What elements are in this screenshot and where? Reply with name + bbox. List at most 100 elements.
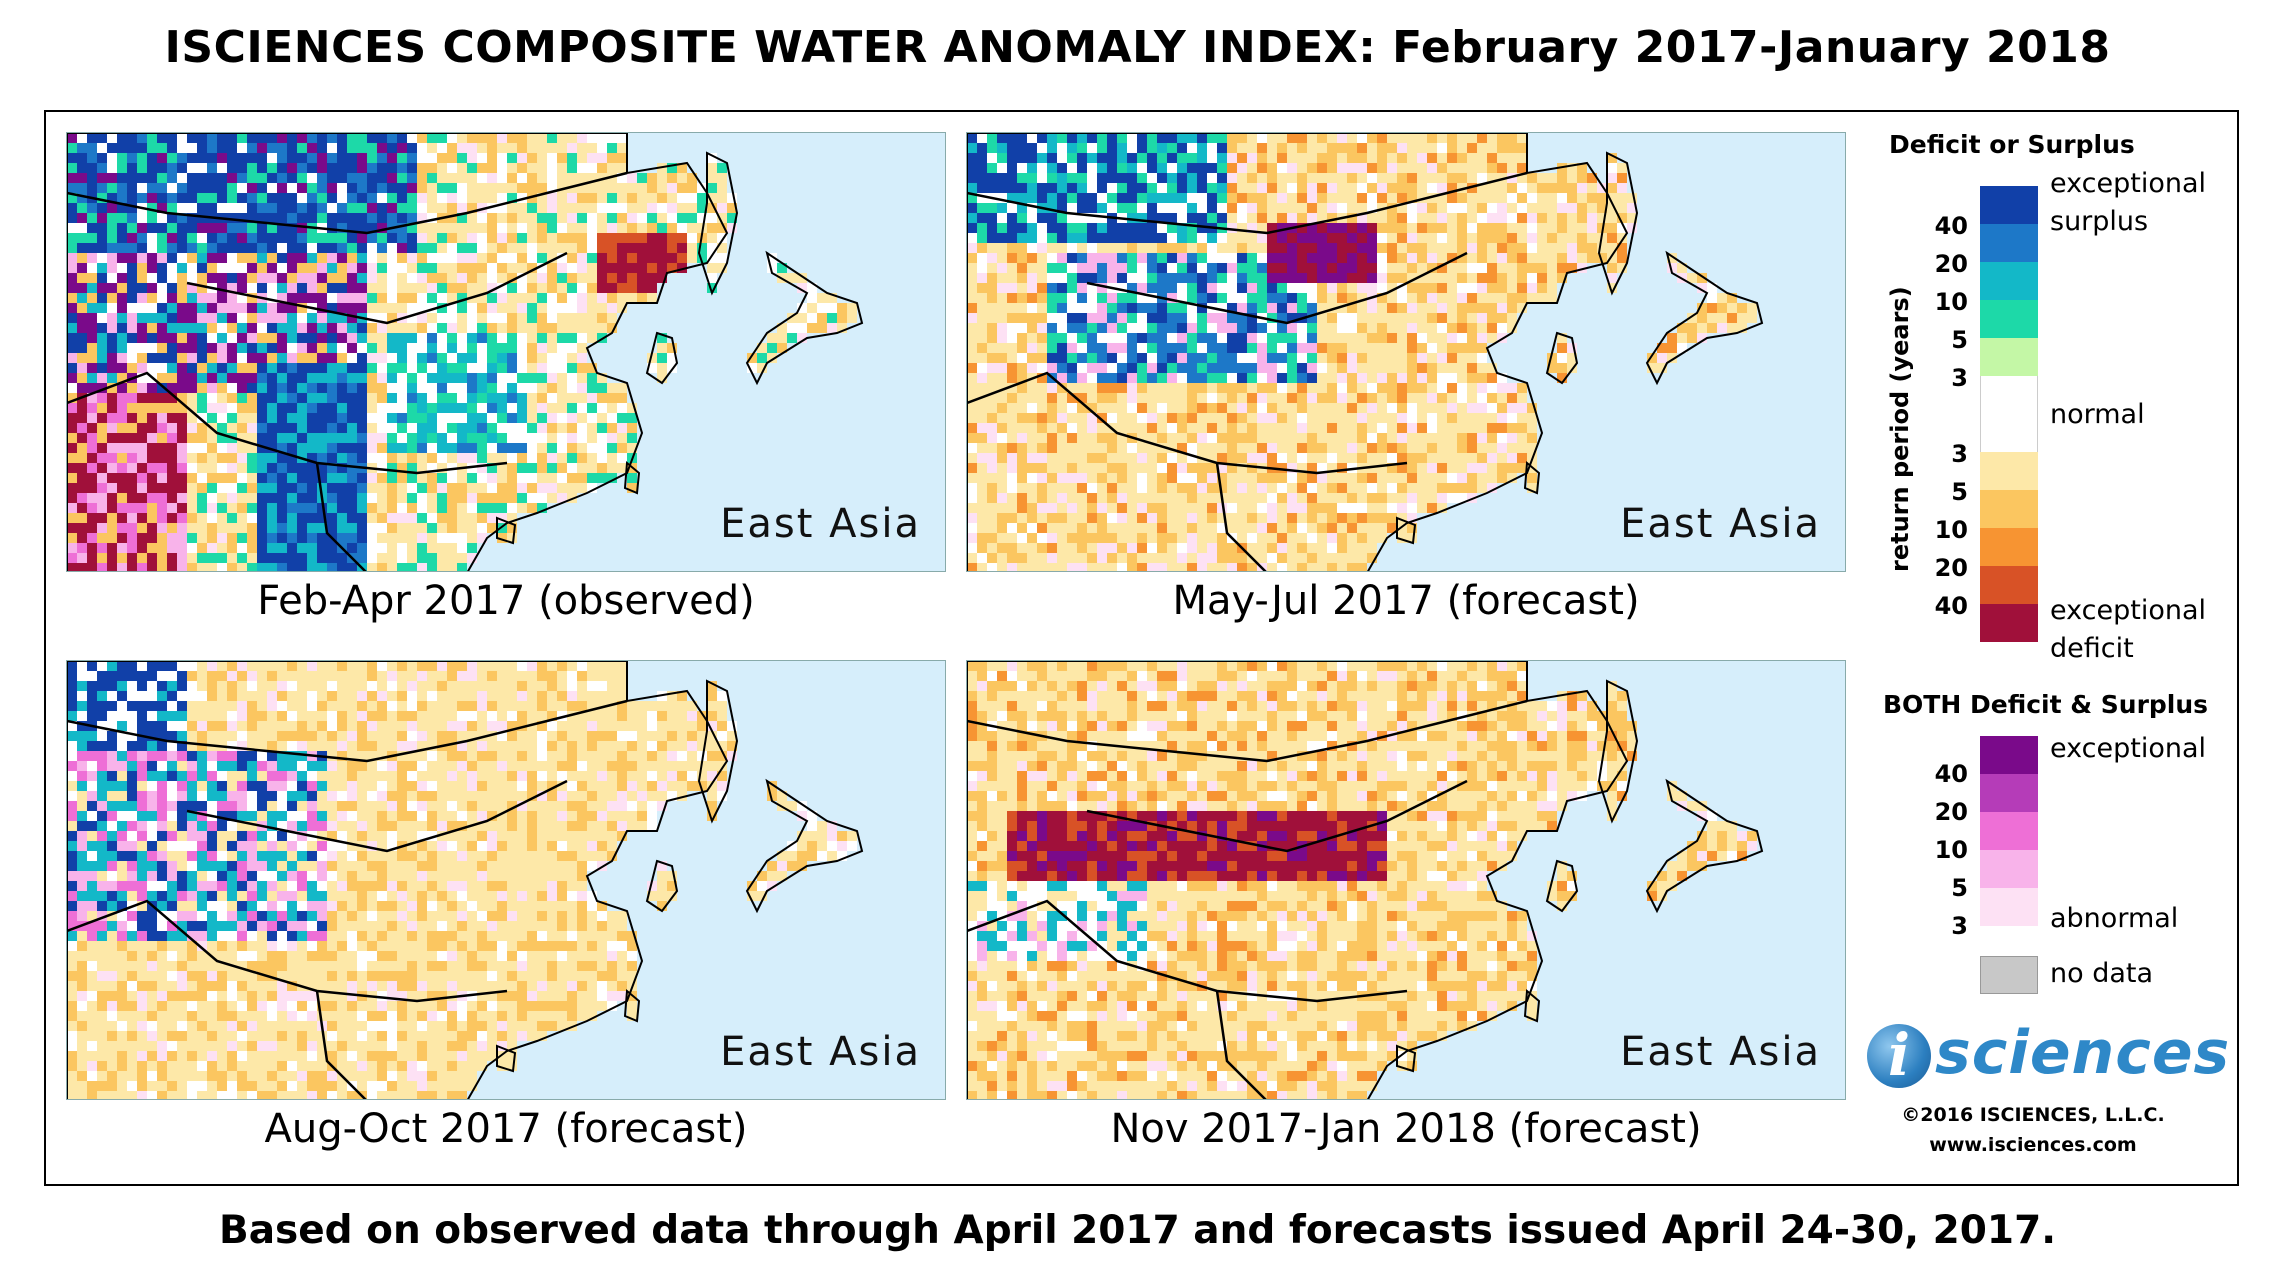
map-canvas-nov-jan xyxy=(967,661,1845,1099)
tick-both-40: 40 xyxy=(1934,760,1968,788)
coastline-island xyxy=(623,988,641,1023)
tick-surplus-5: 5 xyxy=(1951,326,1968,354)
coastline-mainland xyxy=(67,133,729,571)
swatch-surplus-3 xyxy=(1980,338,2038,376)
map-panel-may-jul: East Asia xyxy=(966,132,1846,572)
country-border xyxy=(186,251,568,325)
panel-caption-may-jul: May-Jul 2017 (forecast) xyxy=(1172,578,1640,624)
panel-caption-nov-jan: Nov 2017-Jan 2018 (forecast) xyxy=(1110,1106,1702,1152)
swatch-both-5 xyxy=(1980,850,2038,888)
legend-heading-both: BOTH Deficit & Surplus xyxy=(1883,690,2209,719)
region-label: East Asia xyxy=(1620,1029,1821,1075)
coastline-island xyxy=(1523,460,1541,495)
coastline-mainland xyxy=(67,661,729,1099)
tick-surplus-40: 40 xyxy=(1934,212,1968,240)
anomaly-grid xyxy=(67,661,857,1099)
coastline-island xyxy=(623,460,641,495)
map-panel-feb-apr: East Asia xyxy=(66,132,946,572)
map-canvas-aug-oct xyxy=(67,661,945,1099)
anomaly-grid xyxy=(967,661,1757,1099)
country-border xyxy=(967,699,1528,763)
coastline-mainland xyxy=(967,133,1629,571)
tick-both-5: 5 xyxy=(1951,874,1968,902)
anomaly-grid xyxy=(67,133,857,571)
anomaly-grid xyxy=(967,133,1757,571)
region-label: East Asia xyxy=(720,1029,921,1075)
coastline-island xyxy=(645,331,679,385)
tick-deficit-3: 3 xyxy=(1951,440,1968,468)
coastline-island xyxy=(745,778,864,914)
country-border xyxy=(1215,462,1267,571)
logo-wordmark: sciences xyxy=(1935,1018,2231,1088)
tick-both-20: 20 xyxy=(1934,798,1968,826)
country-border xyxy=(67,699,628,763)
panel-caption-feb-apr: Feb-Apr 2017 (observed) xyxy=(257,578,755,624)
country-border xyxy=(67,371,508,475)
legend-axis-label: return period (years) xyxy=(1886,286,1914,572)
swatch-both-10 xyxy=(1980,812,2038,850)
chart-title: ISCIENCES COMPOSITE WATER ANOMALY INDEX:… xyxy=(164,22,2111,73)
swatch-both-3 xyxy=(1980,888,2038,926)
country-border xyxy=(967,171,1528,235)
legend-both-abnormal: abnormal xyxy=(2050,903,2179,934)
panel-caption-aug-oct: Aug-Oct 2017 (forecast) xyxy=(264,1106,748,1152)
coastline-island xyxy=(645,859,679,913)
region-label: East Asia xyxy=(720,501,921,547)
coastline-island xyxy=(1523,988,1541,1023)
tick-deficit-40: 40 xyxy=(1934,592,1968,620)
swatch-normal xyxy=(1980,376,2038,452)
legend-both-exceptional: exceptional xyxy=(2050,733,2207,764)
swatch-no-data xyxy=(1980,956,2038,994)
website-url: www.isciences.com xyxy=(1929,1134,2137,1156)
coastline-mainland xyxy=(967,661,1629,1099)
swatch-deficit-40 xyxy=(1980,604,2038,642)
swatch-deficit-3 xyxy=(1980,452,2038,490)
coastline-island xyxy=(1645,778,1764,914)
swatch-surplus-5 xyxy=(1980,300,2038,338)
region-label: East Asia xyxy=(1620,501,1821,547)
map-canvas-feb-apr xyxy=(67,133,945,571)
footer-note: Based on observed data through April 201… xyxy=(218,1208,2057,1253)
tick-both-3: 3 xyxy=(1951,912,1968,940)
country-border xyxy=(186,779,568,853)
coastline-island xyxy=(745,250,864,386)
legend-normal: normal xyxy=(2050,399,2145,430)
country-border xyxy=(1086,251,1468,325)
coastline-island xyxy=(496,1044,517,1073)
country-border xyxy=(967,899,1408,1003)
coastline-island xyxy=(1645,250,1764,386)
tick-surplus-10: 10 xyxy=(1934,288,1968,316)
map-canvas-may-jul xyxy=(967,133,1845,571)
country-border xyxy=(315,990,367,1099)
coastline-island xyxy=(697,679,739,824)
country-border xyxy=(67,899,508,1003)
tick-deficit-10: 10 xyxy=(1934,516,1968,544)
legend-exceptional-deficit-1: exceptional xyxy=(2050,595,2207,626)
coastline-island xyxy=(1545,331,1579,385)
coastline-island xyxy=(1396,1044,1417,1073)
map-frame xyxy=(44,110,2239,1186)
tick-deficit-5: 5 xyxy=(1951,478,1968,506)
country-border xyxy=(1215,990,1267,1099)
logo-i-globe: i xyxy=(1867,1024,1931,1088)
legend-exceptional-surplus-1: exceptional xyxy=(2050,168,2207,199)
swatch-both-40 xyxy=(1980,736,2038,774)
swatch-surplus-40 xyxy=(1980,186,2038,224)
coastline-island xyxy=(1545,859,1579,913)
swatch-surplus-20 xyxy=(1980,224,2038,262)
coastline-island xyxy=(1396,516,1417,545)
tick-surplus-3: 3 xyxy=(1951,364,1968,392)
country-border xyxy=(1086,779,1468,853)
legend-heading-deficit-surplus: Deficit or Surplus xyxy=(1889,130,2135,159)
swatch-surplus-10 xyxy=(1980,262,2038,300)
country-border xyxy=(67,171,628,235)
country-border xyxy=(315,462,367,571)
tick-both-10: 10 xyxy=(1934,836,1968,864)
legend-exceptional-deficit-2: deficit xyxy=(2050,633,2134,664)
swatch-deficit-10 xyxy=(1980,528,2038,566)
legend-no-data: no data xyxy=(2050,958,2154,989)
tick-deficit-20: 20 xyxy=(1934,554,1968,582)
map-panel-nov-jan: East Asia xyxy=(966,660,1846,1100)
coastline-island xyxy=(496,516,517,545)
coastline-island xyxy=(1597,679,1639,824)
